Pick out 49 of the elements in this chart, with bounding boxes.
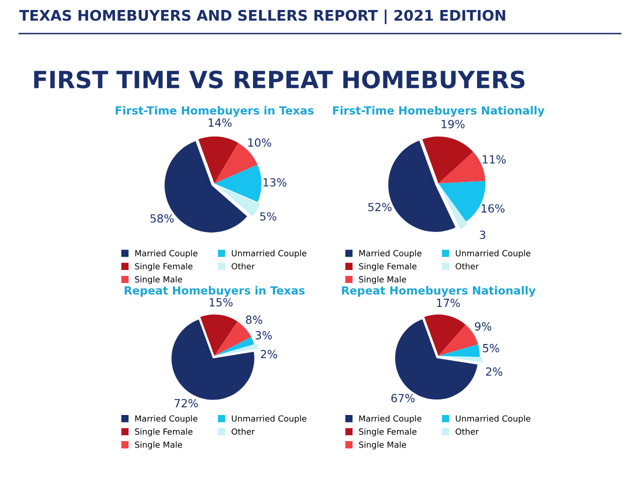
data-label: 9% xyxy=(474,322,492,331)
data-label: 52% xyxy=(368,202,392,212)
pie-slice xyxy=(214,336,254,356)
legend-label: Other xyxy=(456,262,479,270)
legend-label: Other xyxy=(232,428,255,435)
legend-label: Single Male xyxy=(135,441,182,450)
legend-label: Married Couple xyxy=(135,415,198,424)
legend-label: Other xyxy=(232,262,255,270)
chart-title: First-Time Homebuyers Nationally xyxy=(333,106,545,117)
data-label: 2% xyxy=(260,350,278,358)
chart-title: Repeat Homebuyers Nationally xyxy=(342,286,536,297)
legend-label: Unmarried Couple xyxy=(456,250,530,258)
data-label: 11% xyxy=(482,155,506,164)
data-label: 3 xyxy=(480,230,486,240)
legend-label: Single Female xyxy=(359,428,416,436)
data-label: 5% xyxy=(483,344,500,352)
legend-label: Single Female xyxy=(135,428,192,436)
text: FIRST TIME VS REPEAT HOMEBUYERS xyxy=(34,70,524,88)
legend-label: Married Couple xyxy=(359,415,422,424)
legend-label: Married Couple xyxy=(359,250,422,258)
chart-title: Repeat Homebuyers in Texas xyxy=(124,286,305,297)
data-label: 14% xyxy=(208,118,232,127)
data-label: 2% xyxy=(486,367,502,376)
data-label: 13% xyxy=(264,178,286,187)
legend-label: Single Male xyxy=(359,276,406,284)
data-label: 15% xyxy=(210,298,233,307)
data-label: 16% xyxy=(482,204,505,213)
data-label: 8% xyxy=(246,316,262,324)
data-label: 3% xyxy=(256,331,272,340)
legend-label: Unmarried Couple xyxy=(232,250,306,258)
data-label: 67% xyxy=(391,394,415,402)
legend-label: Single Male xyxy=(359,441,406,450)
chart-title: First-Time Homebuyers in Texas xyxy=(116,106,314,117)
data-label: 10% xyxy=(248,138,272,147)
data-label: 19% xyxy=(442,120,465,128)
data-label: 58% xyxy=(150,214,174,223)
pie-slice xyxy=(217,344,258,356)
pie-slice xyxy=(200,314,238,356)
text: TEXAS HOMEBUYERS AND SELLERS REPORT | 2021 EDITION xyxy=(19,10,506,24)
data-label: 5% xyxy=(260,212,276,221)
data-label: 72% xyxy=(174,398,198,408)
legend-label: Married Couple xyxy=(135,250,198,258)
legend-label: Unmarried Couple xyxy=(232,415,306,424)
legend-label: Single Male xyxy=(135,276,182,284)
legend-label: Unmarried Couple xyxy=(456,415,530,424)
legend-label: Single Female xyxy=(359,262,416,272)
data-label: 17% xyxy=(437,298,460,308)
legend-label: Other xyxy=(456,428,479,435)
legend-label: Single Female xyxy=(135,262,192,272)
